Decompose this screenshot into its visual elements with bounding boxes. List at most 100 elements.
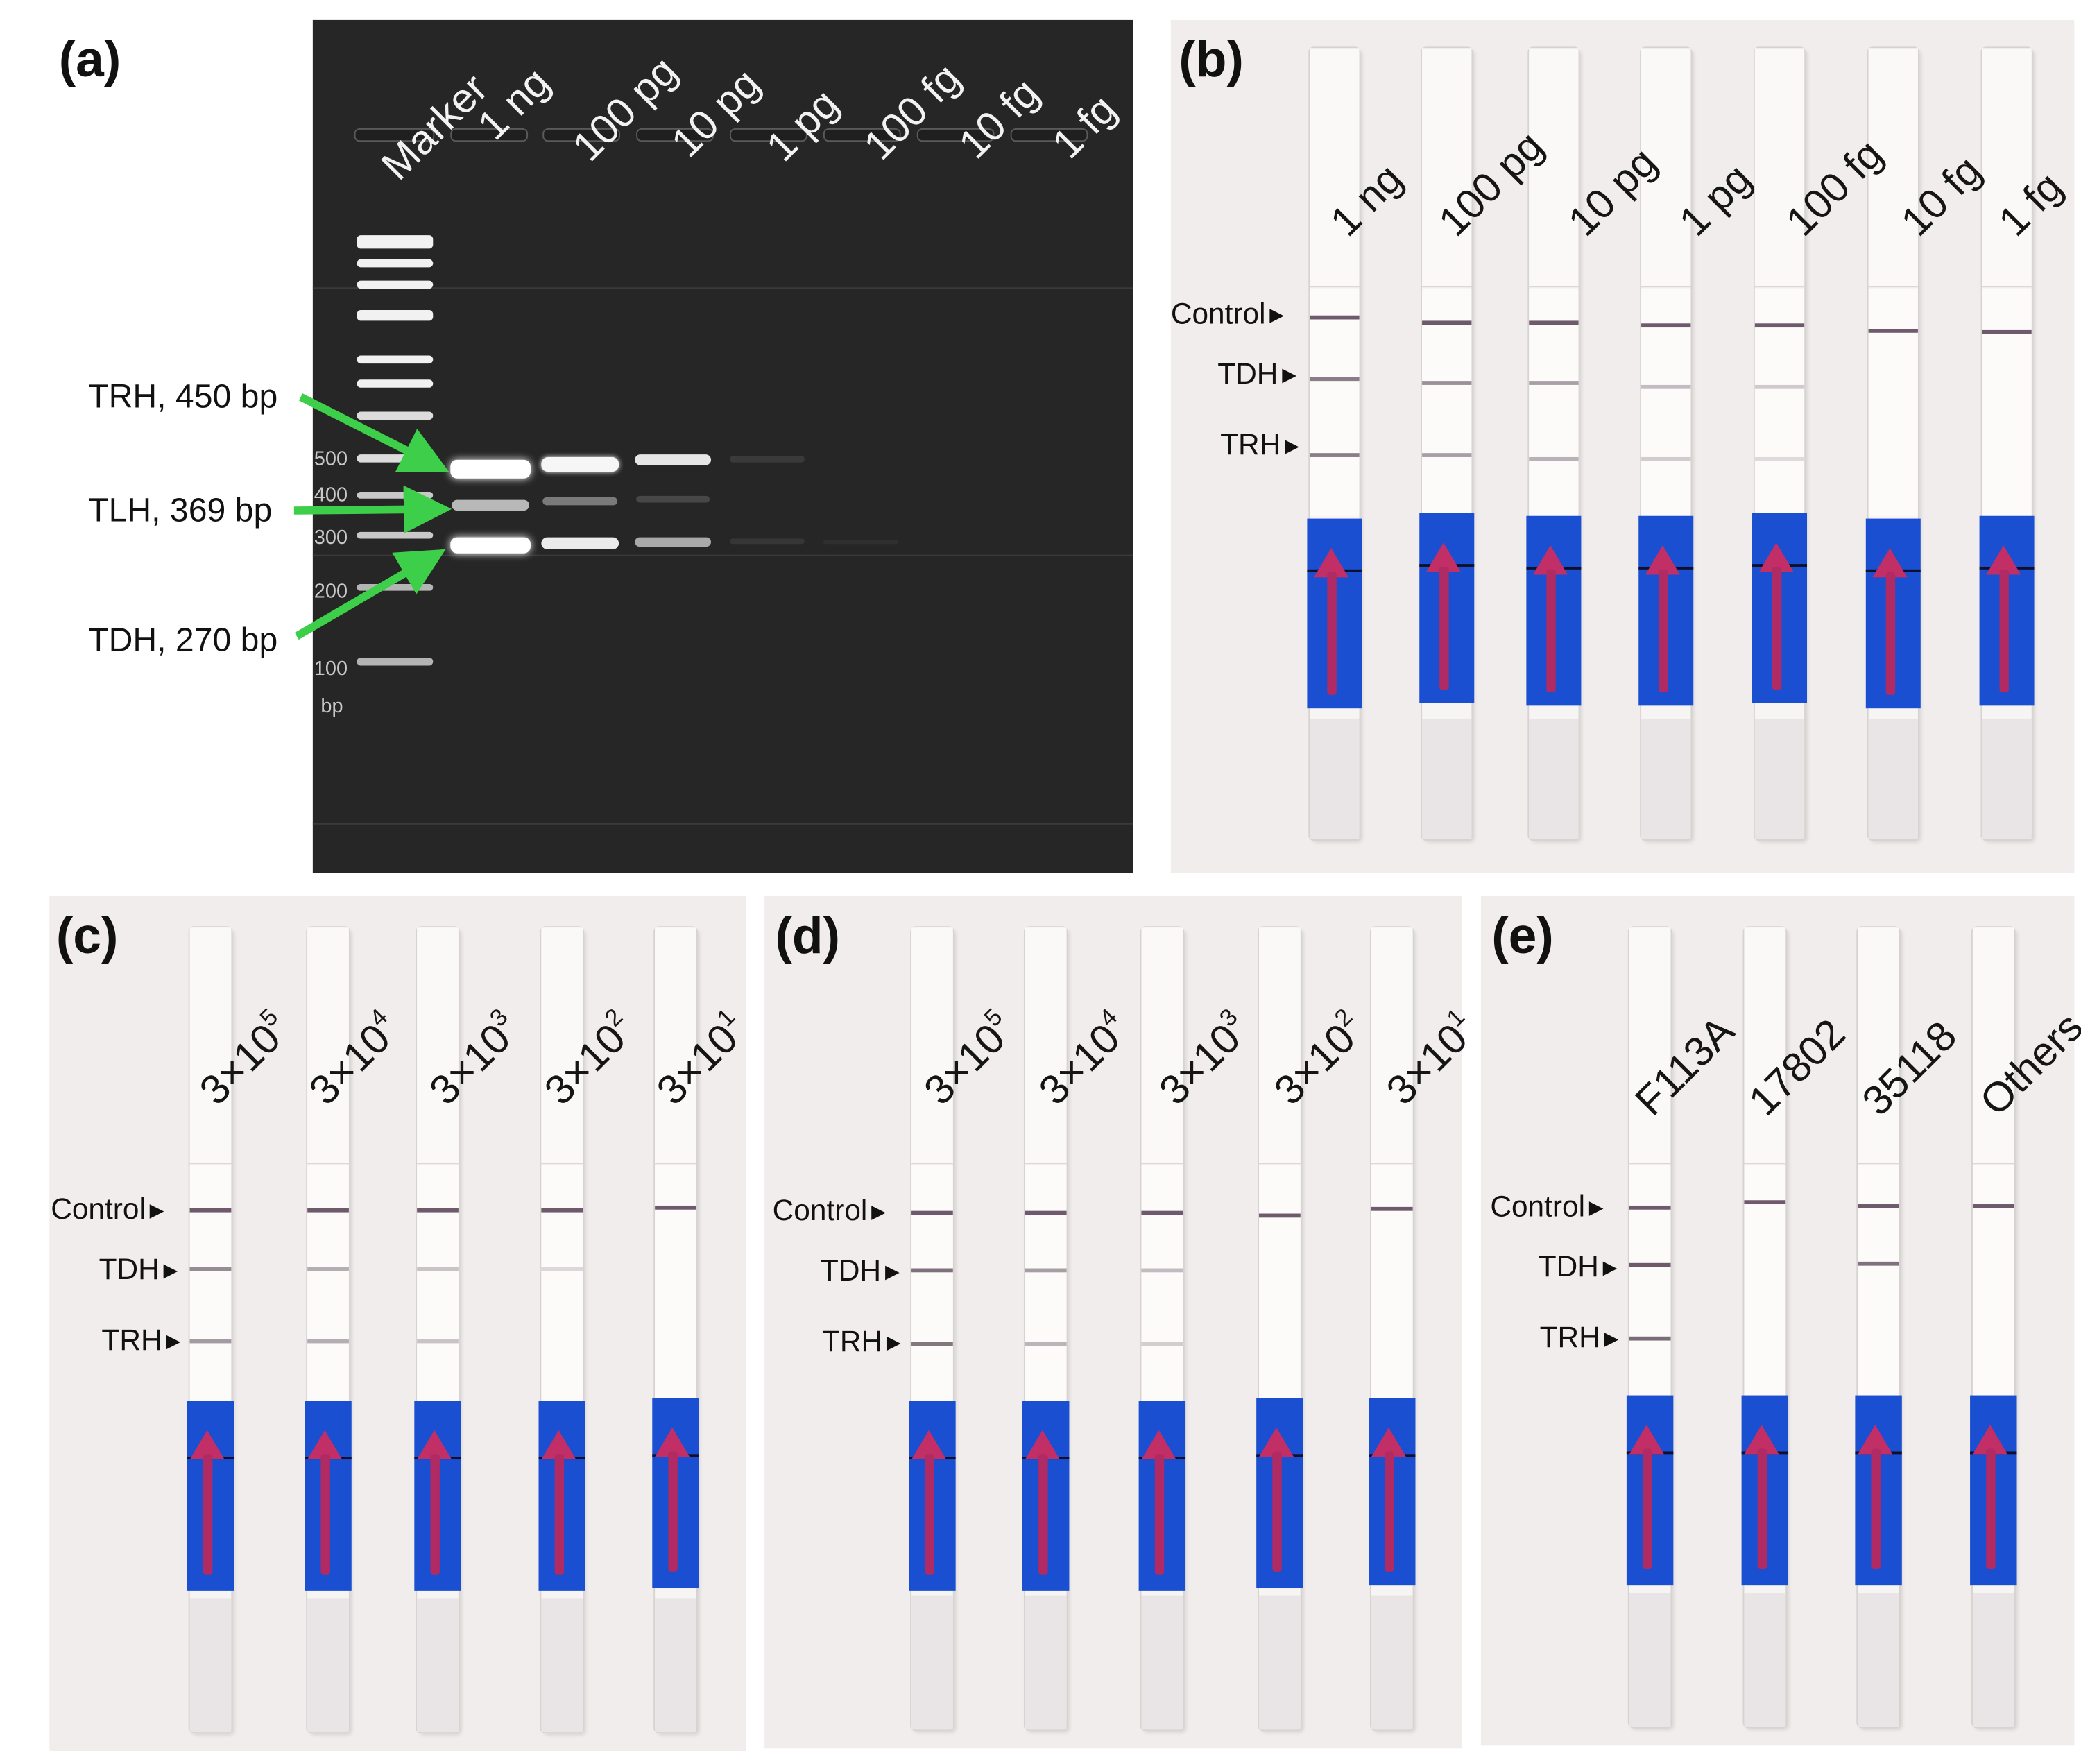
trh-line [189,1339,232,1344]
test-strip [305,927,352,1733]
gel-band-tdh [541,537,619,549]
control-line [911,1210,953,1215]
test-strip [1865,48,1921,840]
trh-line [911,1342,953,1346]
annotation-tdh: TDH, 270 bp [88,621,278,659]
tdh-line [1141,1268,1183,1273]
ladder-band [357,280,434,289]
trh-line [1422,453,1472,457]
gel-band-tlh [542,497,618,506]
annotation-trh: TRH, 450 bp [88,378,278,416]
control-line [655,1205,696,1210]
test-strip [187,927,234,1733]
test-strip [1626,927,1674,1727]
gel-well [450,128,529,142]
arrow-tdh [294,549,446,640]
gel-well [1010,128,1088,142]
line-label-tdh: TDH ▶ [821,1253,900,1287]
gel-band-tdh [450,537,531,554]
control-line [1744,1200,1786,1205]
band-annotation-arrows [293,393,452,640]
control-line [1310,315,1360,320]
panel-b-letter: (b) [1179,32,1244,89]
trh-line [417,1339,459,1344]
control-line [1641,323,1691,328]
line-label-control: Control ▶ [51,1192,164,1226]
ladder-band-400 [357,492,434,499]
gel-band-tlh [636,495,710,503]
trh-line [307,1339,349,1344]
test-strip [1022,927,1070,1730]
test-strip [1741,927,1789,1727]
gel-well [354,128,435,142]
ladder-size-label: 100 [314,657,348,680]
arrow-tlh [293,485,452,534]
test-strip [1638,48,1694,840]
trh-line [1629,1336,1671,1341]
ladder-band [357,259,434,268]
gel-well [730,128,807,142]
tdh-line [1529,381,1579,385]
ladder-band [357,235,434,249]
gel-band-tlh [452,499,530,511]
trh-line [1025,1342,1067,1346]
ladder-band-300 [357,531,434,539]
control-line [307,1208,349,1213]
control-line [1422,320,1472,325]
control-line [1141,1210,1183,1215]
gel-band-tdh [730,538,805,545]
test-strip [1307,48,1362,840]
tdh-line [1641,384,1691,389]
test-strip [909,927,956,1730]
test-strip [1419,48,1475,840]
gel-band-trh [635,454,712,465]
test-strip [1369,927,1416,1730]
tdh-line [1422,381,1472,385]
panel-d-letter: (d) [775,909,841,966]
trh-line [1754,456,1805,461]
line-label-trh: TRH ▶ [821,1324,901,1358]
gel-well [916,128,995,142]
panel-c-letter: (c) [55,909,119,966]
trh-line [1529,456,1579,461]
line-label-trh: TRH ▶ [1539,1320,1619,1354]
tdh-line [1858,1261,1899,1266]
tdh-line [417,1267,459,1271]
control-line [1025,1210,1067,1215]
trh-line [1141,1342,1183,1346]
control-line [417,1208,459,1213]
arrow-trh [298,393,449,472]
ladder-band [357,310,434,321]
panel-d-photo [764,895,1462,1749]
test-strip [538,927,585,1733]
panel-c-photo [49,895,746,1752]
test-strip [1138,927,1186,1730]
test-strip [414,927,461,1733]
gel-well [823,128,901,142]
control-line [1868,328,1918,333]
line-label-tdh: TDH ▶ [1538,1249,1618,1283]
panel-a-letter: (a) [58,32,121,89]
test-strip [1979,48,2035,840]
control-line [1529,320,1579,325]
test-strip [1256,927,1303,1730]
control-line [541,1208,583,1213]
line-label-tdh: TDH ▶ [99,1252,178,1286]
ladder-band-500 [357,454,434,463]
ladder-size-label: 400 [314,483,348,507]
tdh-line [1754,384,1805,389]
test-strip [1526,48,1582,840]
gel-well [636,128,714,142]
line-label-trh: TRH ▶ [101,1323,181,1357]
line-label-control: Control ▶ [1170,296,1285,330]
line-label-control: Control ▶ [772,1193,886,1227]
trh-line [1641,456,1691,461]
control-line [1982,329,2032,334]
control-line [1371,1206,1413,1211]
tdh-line [1025,1268,1067,1273]
ladder-size-label: 300 [314,526,348,549]
gel-band-trh [541,456,619,472]
ladder-band [357,379,434,388]
control-line [1972,1204,2014,1208]
